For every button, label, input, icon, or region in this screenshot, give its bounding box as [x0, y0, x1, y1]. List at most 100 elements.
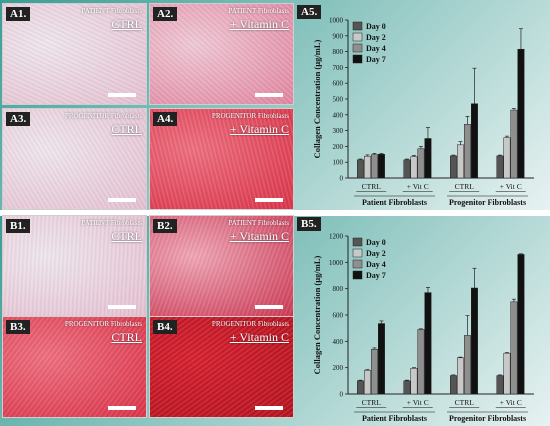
panel-condition: CTRL — [111, 17, 142, 31]
micrograph-panel-a4: A4. PROGENITOR Fibroblasts + Vitamin C — [149, 108, 294, 210]
collagen-chart-b5: 0 200 400 600 800 1000 1200 Collagen Concentrat… — [312, 233, 534, 423]
panel-label: A1. — [6, 7, 31, 21]
y-tick-label: 100 — [333, 159, 344, 167]
scale-bar — [108, 406, 136, 410]
y-tick-label: 500 — [333, 96, 344, 104]
panel-label: A2. — [153, 7, 178, 21]
y-tick-label: 400 — [333, 111, 344, 119]
y-tick-label: 800 — [333, 48, 344, 56]
supergroup-label: Progenitor Fibroblasts — [449, 198, 526, 207]
y-tick-label: 1000 — [329, 259, 344, 267]
y-tick-label: 400 — [333, 338, 344, 346]
bar — [457, 144, 464, 179]
bar — [450, 375, 457, 395]
panel-subtitle: PATIENT Fibroblasts — [81, 219, 142, 227]
panel-condition: + Vitamin C — [229, 17, 289, 31]
bar — [403, 159, 411, 179]
panel-condition: + Vitamin C — [229, 229, 289, 243]
chart-label-b5: B5. — [297, 217, 321, 231]
legend-swatch — [352, 21, 363, 31]
bar — [378, 154, 385, 179]
panel-subtitle: PATIENT Fibroblasts — [228, 219, 289, 227]
y-tick-label: 0 — [340, 391, 344, 399]
legend-swatch — [352, 259, 363, 269]
panel-label: B2. — [153, 219, 177, 233]
group-label: + Vit C — [500, 398, 522, 407]
legend-entry: Day 4 — [366, 44, 386, 53]
y-tick-label: 600 — [333, 80, 344, 88]
bar — [517, 254, 525, 395]
bar — [510, 301, 518, 395]
panel-label: B3. — [6, 320, 30, 334]
collagen-chart-a5: 0 100 200 300 400 500 600 700 800 900 1000 Collagen… — [312, 17, 534, 207]
panel-label: B4. — [153, 320, 177, 334]
panel-subtitle: PROGENITOR Fibroblasts — [211, 320, 289, 328]
legend-entry: Day 2 — [366, 249, 386, 258]
y-tick-label: 1000 — [329, 17, 344, 25]
section-divider — [0, 212, 550, 213]
bar — [503, 352, 511, 395]
y-tick-label: 300 — [333, 127, 344, 135]
scale-bar — [108, 305, 136, 309]
legend-swatch — [352, 270, 363, 280]
scale-bar — [255, 198, 283, 202]
group-label: + Vit C — [407, 398, 429, 407]
bar — [371, 348, 378, 395]
panel-subtitle: PROGENITOR Fibroblasts — [64, 112, 142, 120]
bar — [410, 368, 418, 395]
legend-swatch — [352, 248, 363, 258]
legend-swatch — [352, 43, 363, 53]
panel-condition: CTRL — [111, 122, 142, 136]
legend-entry: Day 0 — [366, 238, 386, 247]
bar — [503, 137, 511, 179]
group-label: CTRL — [455, 398, 475, 407]
panel-subtitle: PATIENT Fibroblasts — [228, 7, 289, 15]
bar — [496, 375, 504, 395]
bar — [517, 48, 525, 179]
panel-condition: CTRL — [111, 330, 142, 344]
y-tick-label: 900 — [333, 32, 344, 40]
bar — [450, 155, 457, 179]
supergroup-label: Patient Fibroblasts — [362, 198, 427, 207]
panel-label: A4. — [153, 112, 178, 126]
scale-bar — [255, 406, 283, 410]
group-label: + Vit C — [500, 182, 522, 191]
panel-condition: CTRL — [111, 229, 142, 243]
y-tick-label: 200 — [333, 364, 344, 372]
bar — [410, 156, 418, 179]
y-tick-label: 0 — [340, 175, 344, 183]
bar — [364, 370, 371, 395]
bar — [424, 292, 432, 395]
bar — [471, 287, 478, 395]
bar — [496, 155, 504, 179]
scale-bar — [108, 93, 136, 97]
group-label: + Vit C — [407, 182, 429, 191]
legend-entry: Day 7 — [366, 55, 386, 64]
scale-bar — [255, 305, 283, 309]
y-axis-label: Collagen Concentration (µg/mL) — [312, 39, 322, 158]
bar — [417, 329, 425, 395]
micrograph-panel-a2: A2. PATIENT Fibroblasts + Vitamin C — [149, 3, 294, 105]
chart-label-a5: A5. — [297, 5, 322, 19]
bar — [371, 154, 378, 179]
bar — [403, 380, 411, 395]
group-label: CTRL — [362, 182, 382, 191]
panel-subtitle: PATIENT Fibroblasts — [81, 7, 142, 15]
y-tick-label: 800 — [333, 285, 344, 293]
legend-entry: Day 0 — [366, 22, 386, 31]
micrograph-panel-b2: B2. PATIENT Fibroblasts + Vitamin C — [149, 215, 294, 317]
legend-swatch — [352, 237, 363, 247]
panel-subtitle: PROGENITOR Fibroblasts — [211, 112, 289, 120]
bar — [364, 155, 371, 179]
panel-condition: + Vitamin C — [229, 122, 289, 136]
legend-entry: Day 4 — [366, 260, 386, 269]
scale-bar — [255, 93, 283, 97]
y-tick-label: 200 — [333, 143, 344, 151]
micrograph-panel-b4: B4. PROGENITOR Fibroblasts + Vitamin C — [149, 316, 294, 418]
supergroup-label: Patient Fibroblasts — [362, 414, 427, 423]
supergroup-label: Progenitor Fibroblasts — [449, 414, 526, 423]
bar — [424, 138, 432, 179]
bar — [510, 109, 518, 179]
bar — [357, 159, 364, 179]
